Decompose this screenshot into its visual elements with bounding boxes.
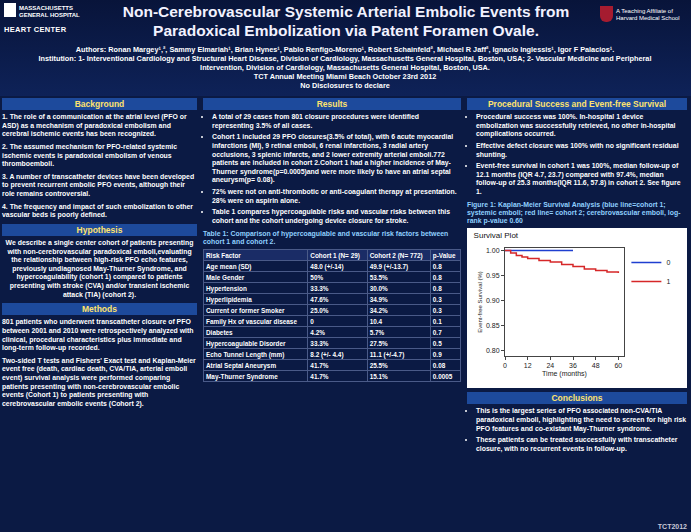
html-text:0.3: 0.3 <box>432 306 442 314</box>
html-text:TCT2012: TCT2012 <box>657 523 687 530</box>
html-text:Background: Background <box>74 99 125 109</box>
html-text:0.8: 0.8 <box>432 262 442 270</box>
html-text:33.3%: 33.3% <box>310 284 329 292</box>
html-text:TCT Annual Meeting Miami Beach: TCT Annual Meeting Miami Beach October 2… <box>253 72 437 82</box>
html-text:0.5: 0.5 <box>432 339 442 347</box>
html-text:Event-free survival in cohort: Event-free survival in cohort 1 was 100%… <box>476 162 681 195</box>
svg-text:0.90: 0.90 <box>486 298 500 305</box>
svg-text:60: 60 <box>614 363 622 370</box>
svg-text:1.00: 1.00 <box>486 247 500 254</box>
html-text:49.9 (+/-13.7): 49.9 (+/-13.7) <box>369 262 409 270</box>
html-text:Cohort 1 (N= 29): Cohort 1 (N= 29) <box>310 251 360 259</box>
html-text:11.1 (+/-4.7): 11.1 (+/-4.7) <box>369 350 405 358</box>
svg-text:48: 48 <box>592 363 600 370</box>
html-text:0.08: 0.08 <box>432 361 446 369</box>
html-text:Echo Tunnel Length (mm): Echo Tunnel Length (mm) <box>206 350 285 358</box>
html-text:0.9: 0.9 <box>432 350 442 358</box>
html-text:Hypercoagulable Disorder: Hypercoagulable Disorder <box>206 339 286 347</box>
html-text:Authors: Ronan Margey¹,², Samm: Authors: Ronan Margey¹,², Sammy Elmariah… <box>75 45 615 54</box>
svg-text:24: 24 <box>546 363 554 370</box>
html-text:Hypothesis: Hypothesis <box>76 224 123 235</box>
html-text:72% were not on anti-thromboti: 72% were not on anti-thrombotic or anti-… <box>212 188 457 204</box>
svg-text:Time (months): Time (months) <box>542 370 587 378</box>
html-text:This is the largest series of: This is the largest series of PFO associ… <box>476 407 687 432</box>
html-text:33.3%: 33.3% <box>310 339 329 347</box>
html-text:47.6%: 47.6% <box>310 295 329 303</box>
html-text:15.1%: 15.1% <box>369 372 388 380</box>
html-text:Institution: 1- Interventional: Institution: 1- Interventional Cardiolog… <box>38 54 652 73</box>
html-text:5.7%: 5.7% <box>369 328 385 336</box>
html-text:Hypertension: Hypertension <box>206 284 247 292</box>
html-text:Current or former Smoker: Current or former Smoker <box>206 306 285 314</box>
html-text:0: 0 <box>310 317 314 325</box>
svg-text:0.95: 0.95 <box>486 273 500 280</box>
html-text:Cohort 2 (N= 772): Cohort 2 (N= 772) <box>369 251 423 259</box>
html-text:801 patients who underwent tra: 801 patients who underwent transcatheter… <box>2 318 194 352</box>
svg-text:0: 0 <box>666 260 670 267</box>
html-text:HEART CENTER: HEART CENTER <box>4 25 67 34</box>
html-text:0.8: 0.8 <box>432 273 442 281</box>
html-text:0.1: 0.1 <box>432 317 442 325</box>
html-text:Procedural success was 100%. I: Procedural success was 100%. In-hospital… <box>476 113 676 138</box>
html-text:0.0005: 0.0005 <box>432 372 453 380</box>
html-text:Family Hx of vascular disease: Family Hx of vascular disease <box>206 317 297 325</box>
html-text:We describe a single center co: We describe a single center cohort of pa… <box>5 238 194 298</box>
html-text:A total of 29 cases from 801 c: A total of 29 cases from 801 closure pro… <box>212 113 419 129</box>
svg-text:36: 36 <box>569 363 577 370</box>
html-text:10.4: 10.4 <box>369 317 383 325</box>
html-text:p-Value: p-Value <box>432 251 456 259</box>
html-text:8.2 (+/- 4.4): 8.2 (+/- 4.4) <box>310 350 344 358</box>
html-text:Risk Factor: Risk Factor <box>206 251 241 259</box>
html-text:Atrial Septal Aneurysm: Atrial Septal Aneurysm <box>206 361 277 369</box>
html-text:34.9%: 34.9% <box>369 295 388 303</box>
html-text:Procedural Success and Event-f: Procedural Success and Event-free Surviv… <box>487 99 666 109</box>
html-text:25.5%: 25.5% <box>369 361 388 369</box>
html-text:A Teaching Affiliate of Harvar: A Teaching Affiliate of Harvard Medical … <box>616 8 680 21</box>
svg-text:0.85: 0.85 <box>486 323 500 330</box>
html-text:Male Gender: Male Gender <box>206 273 245 281</box>
html-text:1. The role of a communication: 1. The role of a communication at the at… <box>2 113 187 138</box>
html-text:25.0%: 25.0% <box>310 306 329 314</box>
html-text:Two-sided T tests and Fishers': Two-sided T tests and Fishers' Exact tes… <box>2 356 196 407</box>
html-text:0.8: 0.8 <box>432 284 442 292</box>
svg-text:12: 12 <box>524 363 532 370</box>
html-text:Effective defect closure was 1: Effective defect closure was 100% with n… <box>476 141 679 158</box>
html-text:Cohort 1 included 29 PFO closu: Cohort 1 included 29 PFO closures(3.5% o… <box>212 133 454 184</box>
svg-text:0.80: 0.80 <box>486 348 500 355</box>
html-text:Age mean (SD): Age mean (SD) <box>206 262 252 270</box>
html-text:Non-Cerebrovascular Systemic A: Non-Cerebrovascular Systemic Arterial Em… <box>122 3 570 39</box>
html-text:No Disclosures to declare: No Disclosures to declare <box>300 81 390 91</box>
html-text:Conclusions: Conclusions <box>551 393 603 404</box>
html-text:May-Thurner Syndrome: May-Thurner Syndrome <box>206 372 278 380</box>
svg-text:0: 0 <box>503 363 507 370</box>
html-text:48.0 (+/-14): 48.0 (+/-14) <box>310 262 344 270</box>
html-text:Results: Results <box>316 99 348 109</box>
html-text:Table 1 compares hypercoagulab: Table 1 compares hypercoagulable risks a… <box>212 208 451 224</box>
html-text:53.5%: 53.5% <box>369 273 388 281</box>
html-text:0.7: 0.7 <box>432 328 442 336</box>
html-text:3. A number of transcatheter d: 3. A number of transcatheter devices hav… <box>2 172 195 197</box>
html-text:30.0%: 30.0% <box>369 284 388 292</box>
html-text:27.5%: 27.5% <box>369 339 388 347</box>
html-text:Table 1: Comparison of hyperco: Table 1: Comparison of hypercoagulable a… <box>203 229 449 245</box>
html-text:0.3: 0.3 <box>432 295 442 303</box>
html-text:34.2%: 34.2% <box>369 306 388 314</box>
svg-text:Survival Plot: Survival Plot <box>474 232 519 241</box>
html-text:Hyperlipidemia: Hyperlipidemia <box>206 295 252 303</box>
svg-text:Event-free Survival (%): Event-free Survival (%) <box>477 272 483 334</box>
html-text:MASSACHUSETTS GENERAL HOSPITAL: MASSACHUSETTS GENERAL HOSPITAL <box>19 5 80 18</box>
html-text:4.2%: 4.2% <box>310 328 325 336</box>
html-text:50%: 50% <box>310 273 324 281</box>
html-text:41.7%: 41.7% <box>310 372 329 380</box>
svg-text:1: 1 <box>666 279 670 286</box>
html-text:4. The frequency and impact of: 4. The frequency and impact of such embo… <box>2 202 194 219</box>
html-text:2. The assumed mechanism for P: 2. The assumed mechanism for PFO-related… <box>2 142 177 168</box>
html-text:Figure 1: Kaplan-Meier Surviva: Figure 1: Kaplan-Meier Survival Analysis… <box>467 200 681 225</box>
html-text:41.7%: 41.7% <box>310 361 329 369</box>
html-text:Diabetes: Diabetes <box>206 328 233 336</box>
html-text:These patients can be treated: These patients can be treated successful… <box>476 436 678 452</box>
html-text:Methods: Methods <box>82 304 117 315</box>
